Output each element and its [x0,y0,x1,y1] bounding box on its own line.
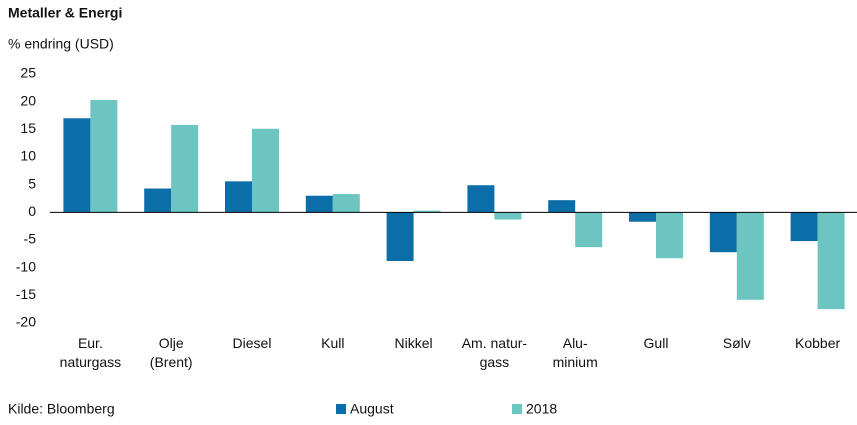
bar [575,212,603,248]
x-tick-label: Nikkel [395,335,433,351]
x-tick-label: Olje (Brent) [150,335,193,370]
y-tick-label: -5 [24,231,37,247]
bar [709,212,737,253]
bar [467,185,495,213]
x-tick-label: Kobber [795,335,840,351]
x-tick-label: Am. natur-gass [462,335,528,370]
legend-label: August [350,401,394,417]
y-tick-label: 0 [28,203,36,219]
bar [817,212,845,310]
legend-swatch [336,404,346,414]
x-tick-label: Diesel [233,335,272,351]
y-tick-label: 25 [20,65,36,81]
bar [252,128,279,213]
bar [386,212,414,262]
bar [494,212,522,220]
bar [225,181,252,213]
legend-label: 2018 [526,401,557,417]
bar [736,212,764,300]
bar [90,100,118,213]
y-tick-label: 5 [28,175,36,191]
source-note: Kilde: Bloomberg [8,401,115,417]
bar [790,212,818,242]
y-tick-label: -20 [16,314,36,330]
chart-subtitle: % endring (USD) [8,36,114,52]
x-tick-label: Alu-minium [553,335,598,370]
bar [171,124,199,213]
bar [629,212,656,222]
y-tick-label: 10 [20,148,36,164]
bar [305,195,333,213]
bar [413,210,441,213]
bar [656,212,683,259]
bar [144,188,172,213]
bar [332,194,360,213]
x-tick-label: Eur. naturgass [60,335,121,370]
bar [63,118,91,213]
bar [548,200,576,213]
x-tick-label: Gull [644,335,669,351]
legend-swatch [512,404,522,414]
x-tick-label: Kull [321,335,344,351]
y-tick-label: -10 [16,258,36,274]
x-tick-label: Sølv [723,335,751,351]
y-tick-label: 20 [20,92,36,108]
chart-title: Metaller & Energi [8,5,122,21]
y-tick-label: 15 [20,120,36,136]
y-tick-label: -15 [16,286,36,302]
